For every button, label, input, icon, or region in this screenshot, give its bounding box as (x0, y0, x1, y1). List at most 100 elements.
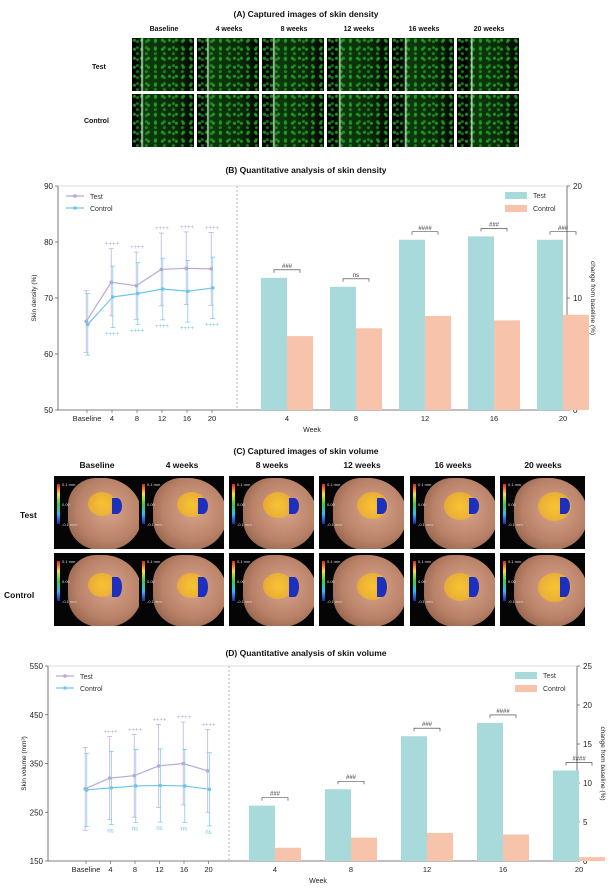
y2-tick-label: 5 (583, 818, 588, 827)
volume-image: 0.1 mm 0.00 -0.1 mm (139, 476, 224, 549)
volume-image: 0.1 mm 0.00 -0.1 mm (500, 476, 585, 549)
volume-negative-patch (560, 498, 570, 514)
x-tick-label: 20 (208, 414, 216, 423)
y-tick-label: 50 (44, 406, 53, 415)
colorbar-label: 0.00 (62, 502, 70, 507)
y2-axis-label: change from baseline (%) (589, 261, 596, 335)
density-image (262, 38, 324, 91)
volume-map (263, 573, 293, 599)
colorbar-label: -0.1 mm (418, 599, 433, 604)
colorbar-icon (232, 484, 235, 524)
panel-c-column-label: 8 weeks (255, 460, 289, 470)
y2-tick-label: 20 (583, 701, 592, 710)
data-point (111, 295, 115, 299)
bar-test (553, 770, 579, 861)
colorbar-label: -0.1 mm (62, 599, 77, 604)
data-point (184, 266, 188, 271)
significance-bracket (549, 231, 577, 235)
data-point (207, 787, 212, 792)
y2-tick-label: 0 (583, 857, 588, 866)
y-tick-label: 60 (44, 350, 53, 359)
data-point (132, 773, 136, 778)
volume-image: 0.1 mm 0.00 -0.1 mm (229, 476, 314, 549)
control-significance-label: ++++ (155, 324, 170, 330)
significance-bracket (411, 231, 439, 235)
bar-control (425, 315, 451, 410)
colorbar-icon (142, 484, 145, 524)
x-tick-label: 4 (110, 414, 114, 423)
volume-negative-patch (469, 498, 479, 514)
significance-bracket (261, 797, 289, 801)
significance-label: #### (572, 757, 586, 763)
colorbar-label: 0.00 (418, 579, 426, 584)
significance-bracket (337, 780, 365, 785)
panel-a-column-label: 12 weeks (343, 26, 375, 33)
colorbar-label: -0.1 mm (237, 522, 252, 527)
test-significance-label: ++++ (155, 226, 170, 232)
data-point (183, 784, 187, 788)
control-significance-label: ++++ (180, 326, 195, 332)
y-tick-label: 550 (30, 662, 44, 671)
bar-test (477, 722, 503, 861)
test-significance-label: ++++ (205, 225, 220, 231)
legend-bar-swatch (505, 205, 527, 212)
data-point (84, 319, 88, 324)
volume-negative-patch (112, 577, 122, 597)
density-image (392, 38, 454, 91)
data-point (86, 322, 90, 327)
colorbar-label: 0.1 mm (62, 559, 76, 564)
x-tick-label: 8 (133, 865, 137, 874)
y-axis-label: Skin density (%) (31, 275, 38, 322)
significance-label: ### (489, 222, 500, 228)
legend-label: Control (543, 686, 566, 693)
x-tick-label: Baseline (73, 414, 102, 423)
panel-d-title: (D) Quantitative analysis of skin volume (225, 648, 387, 658)
colorbar-label: -0.1 mm (508, 599, 523, 604)
data-point (134, 283, 138, 288)
bar-test (261, 277, 287, 410)
data-point (211, 286, 215, 290)
colorbar-label: -0.1 mm (147, 599, 162, 604)
volume-negative-patch (377, 498, 387, 514)
test-significance-label: ++++ (103, 730, 118, 736)
y2-tick-label: 25 (583, 662, 592, 671)
bar-test (537, 239, 563, 410)
colorbar-label: -0.1 mm (508, 522, 523, 527)
significance-label: ### (558, 226, 569, 232)
test-significance-label: ++++ (201, 722, 216, 728)
test-significance-label: ++++ (177, 715, 192, 721)
colorbar-label: 0.1 mm (147, 482, 161, 487)
legend-label: Control (533, 206, 556, 213)
legend-label: Test (80, 674, 93, 681)
panel-c-row-label: Test (20, 510, 37, 520)
colorbar-label: 0.00 (508, 579, 516, 584)
test-significance-label: ++++ (105, 242, 120, 248)
bar-control (494, 320, 520, 410)
skin-density-chart: 50 60 70 80 90 0 10 20 Skin density (%) change fr… (31, 182, 596, 434)
density-image (132, 38, 194, 91)
panel-a-title: (A) Captured images of skin density (233, 9, 379, 19)
volume-map (88, 492, 116, 516)
volume-image: 0.1 mm 0.00 -0.1 mm (319, 553, 404, 626)
volume-image: 0.1 mm 0.00 -0.1 mm (410, 476, 495, 549)
data-point (205, 769, 210, 773)
volume-image: 0.1 mm 0.00 -0.1 mm (500, 553, 585, 626)
colorbar-label: 0.1 mm (508, 482, 522, 487)
x-tick-label: Baseline (72, 865, 101, 874)
bar-control (356, 328, 382, 410)
volume-map (263, 492, 293, 518)
volume-negative-patch (198, 577, 208, 597)
colorbar-icon (57, 561, 60, 601)
colorbar-icon (413, 561, 416, 601)
test-significance-label: ++++ (180, 225, 195, 231)
panel-a-column-label: 4 weeks (215, 26, 243, 33)
volume-image: 0.1 mm 0.00 -0.1 mm (54, 476, 139, 549)
panel-a-column-label: Baseline (149, 26, 179, 33)
bar-test (399, 239, 425, 410)
y2-tick-label: 10 (573, 294, 582, 303)
significance-bracket (342, 278, 370, 282)
colorbar-label: 0.1 mm (327, 559, 341, 564)
x-tick-label: 8 (354, 414, 358, 423)
data-point (85, 788, 89, 792)
data-point (109, 786, 114, 790)
